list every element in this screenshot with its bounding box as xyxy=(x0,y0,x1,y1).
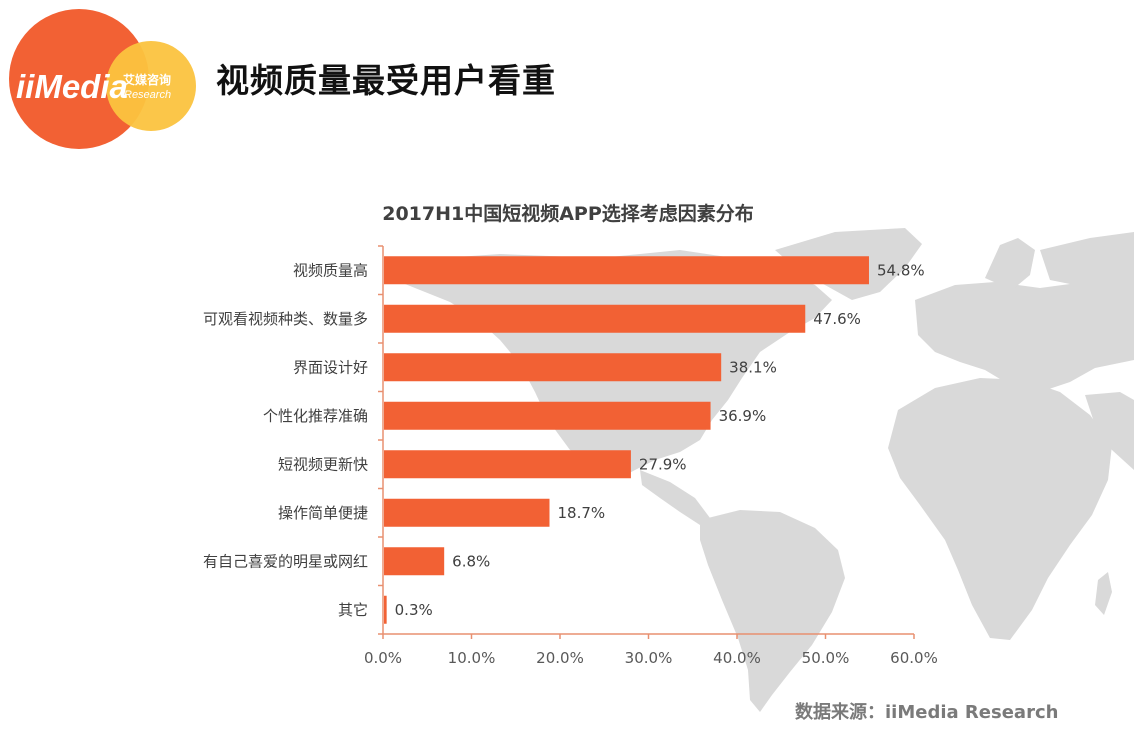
category-label: 操作简单便捷 xyxy=(278,504,368,522)
bar xyxy=(384,450,631,479)
bar xyxy=(384,401,711,430)
x-tick-label: 30.0% xyxy=(625,649,673,667)
x-tick-label: 60.0% xyxy=(890,649,938,667)
x-tick-label: 40.0% xyxy=(713,649,761,667)
value-label: 36.9% xyxy=(719,407,767,425)
chart-title: 2017H1中国短视频APP选择考虑因素分布 xyxy=(382,203,754,225)
logo-text: iiMedia xyxy=(16,68,128,105)
x-tick-label: 10.0% xyxy=(448,649,496,667)
value-label: 0.3% xyxy=(395,601,433,619)
category-label: 短视频更新快 xyxy=(278,455,368,473)
category-label: 可观看视频种类、数量多 xyxy=(203,310,368,328)
category-label: 个性化推荐准确 xyxy=(263,407,368,425)
bar xyxy=(384,256,869,285)
value-label: 38.1% xyxy=(729,358,777,376)
bar xyxy=(384,353,722,382)
x-tick-label: 50.0% xyxy=(802,649,850,667)
x-tick-label: 0.0% xyxy=(364,649,402,667)
logo-yellow-circle xyxy=(106,41,196,131)
category-label: 其它 xyxy=(338,601,368,619)
bar xyxy=(384,547,445,576)
iimedia-logo: iiMedia 艾媒咨询 Research xyxy=(9,9,196,149)
value-label: 27.9% xyxy=(639,455,687,473)
category-label: 视频质量高 xyxy=(293,261,368,279)
page-title: 视频质量最受用户看重 xyxy=(216,61,556,100)
value-label: 6.8% xyxy=(452,552,490,570)
category-label: 界面设计好 xyxy=(293,358,368,376)
bar xyxy=(384,498,550,527)
logo-cn-text: 艾媒咨询 xyxy=(123,72,171,87)
category-label: 有自己喜爱的明星或网红 xyxy=(203,552,368,570)
source-note: 数据来源：iiMedia Research xyxy=(795,702,1059,723)
value-label: 54.8% xyxy=(877,261,925,279)
bar xyxy=(384,304,806,333)
value-label: 18.7% xyxy=(557,504,605,522)
value-label: 47.6% xyxy=(813,310,861,328)
x-tick-label: 20.0% xyxy=(536,649,584,667)
logo-orange-circle xyxy=(9,9,149,149)
logo-sub-text: Research xyxy=(124,89,171,101)
bar xyxy=(384,595,387,624)
